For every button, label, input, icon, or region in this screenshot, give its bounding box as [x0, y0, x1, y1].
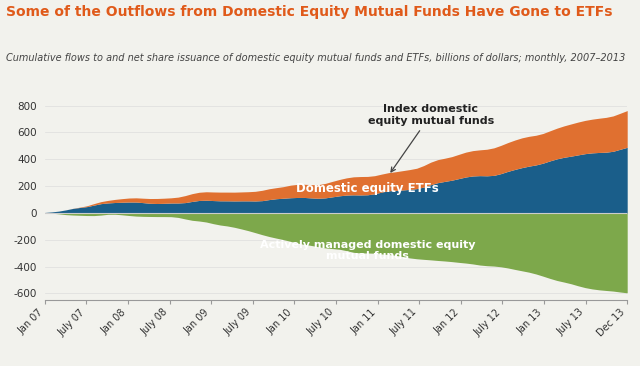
Text: Cumulative flows to and net share issuance of domestic equity mutual funds and E: Cumulative flows to and net share issuan… — [6, 53, 626, 63]
Text: Actively managed domestic equity
mutual funds: Actively managed domestic equity mutual … — [260, 240, 476, 261]
Text: Index domestic
equity mutual funds: Index domestic equity mutual funds — [367, 104, 494, 172]
Text: Domestic equity ETFs: Domestic equity ETFs — [296, 182, 439, 195]
Text: Some of the Outflows from Domestic Equity Mutual Funds Have Gone to ETFs: Some of the Outflows from Domestic Equit… — [6, 5, 613, 19]
